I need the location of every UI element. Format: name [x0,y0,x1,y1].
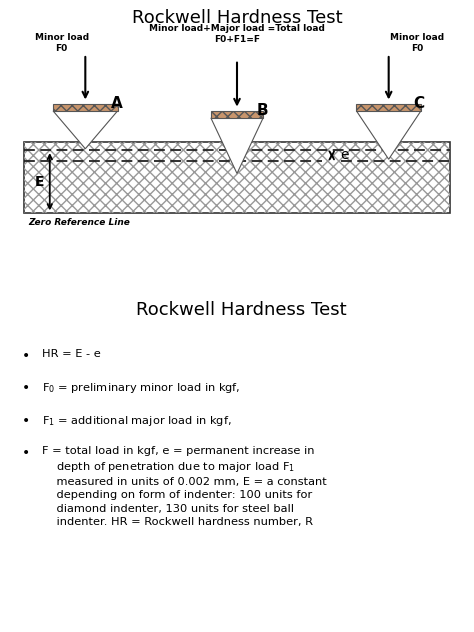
Text: Rockwell Hardness Test: Rockwell Hardness Test [132,9,342,27]
Polygon shape [356,111,421,159]
Polygon shape [53,111,118,149]
Text: HR = E - e: HR = E - e [42,349,101,359]
Bar [53,104,118,111]
Bar [24,142,450,213]
Text: •: • [22,349,30,363]
Text: Minor load
F0: Minor load F0 [35,33,89,53]
Text: F$_0$ = preliminary minor load in kgf,: F$_0$ = preliminary minor load in kgf, [42,381,240,395]
Text: F$_1$ = additional major load in kgf,: F$_1$ = additional major load in kgf, [42,413,232,428]
Text: •: • [22,413,30,428]
Text: •: • [22,381,30,395]
Text: F = total load in kgf, e = permanent increase in
    depth of penetration due to: F = total load in kgf, e = permanent inc… [42,446,327,527]
Text: e: e [340,149,349,162]
Bar [24,142,450,213]
Text: B: B [257,104,269,118]
Polygon shape [211,118,263,173]
Bar [211,111,263,118]
Text: Rockwell Hardness Test: Rockwell Hardness Test [137,301,347,319]
Text: E: E [35,174,44,189]
Bar [356,104,421,111]
Text: Zero Reference Line: Zero Reference Line [28,217,130,226]
Text: Minor load+Major load =Total load
F0+F1=F: Minor load+Major load =Total load F0+F1=… [149,24,325,44]
Text: •: • [22,446,30,460]
Text: A: A [111,96,123,111]
Text: C: C [413,96,424,111]
Text: Minor load
F0: Minor load F0 [390,33,444,53]
